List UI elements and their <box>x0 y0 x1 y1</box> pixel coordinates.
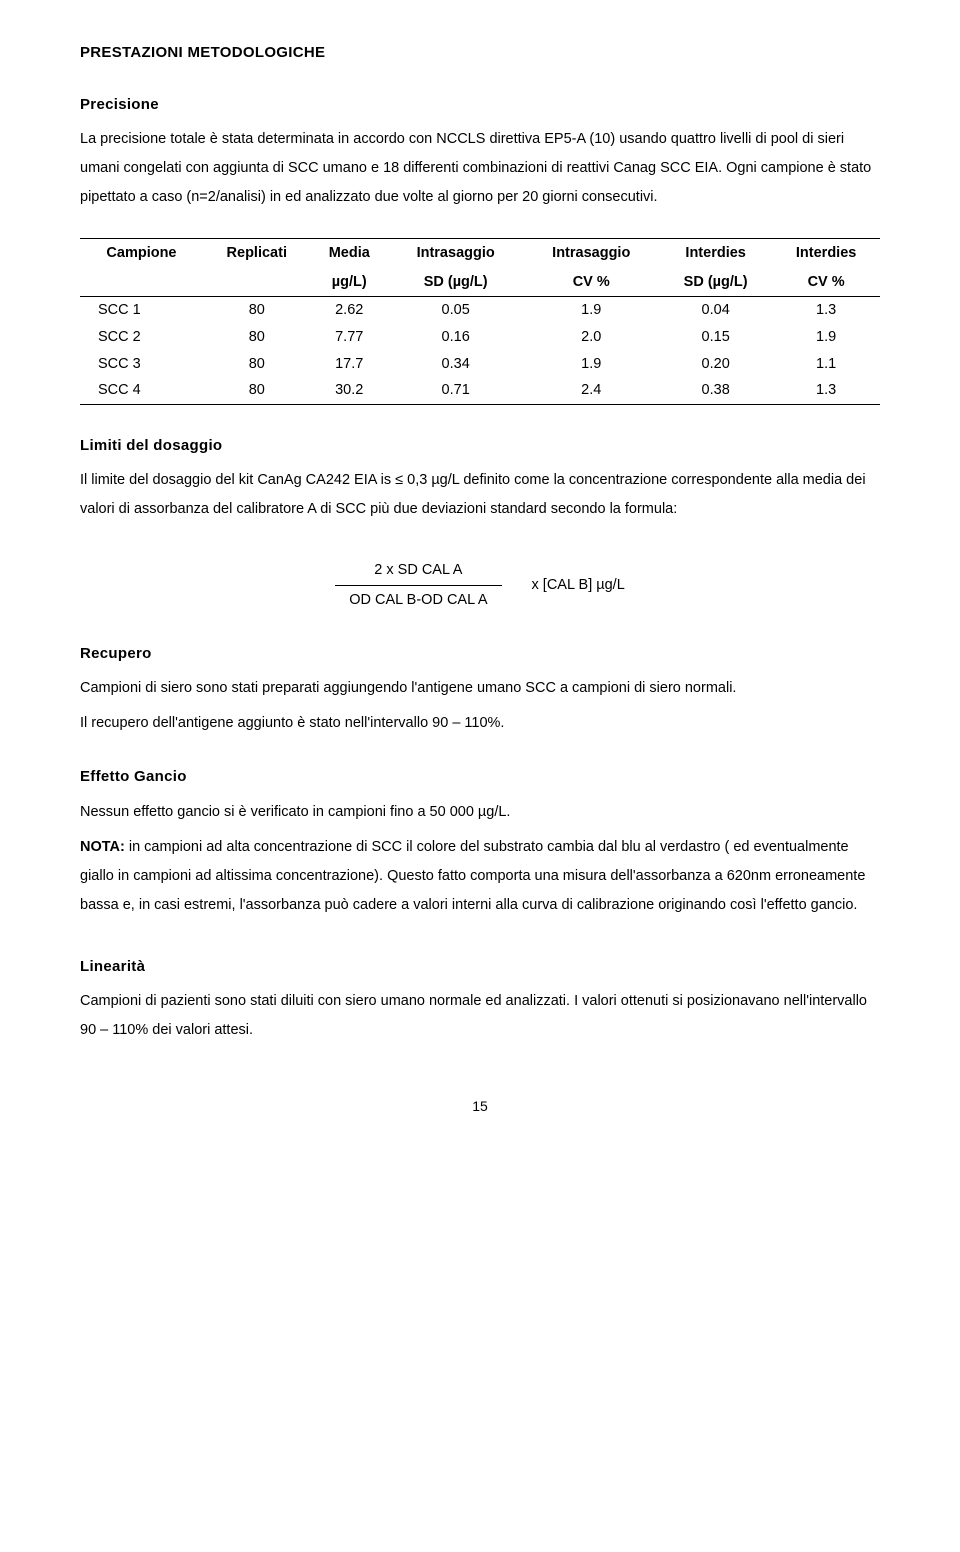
nota-label: NOTA: <box>80 839 125 855</box>
heading-gancio: Effetto Gancio <box>80 764 880 790</box>
cell: 80 <box>203 297 311 324</box>
para-recupero-2: Il recupero dell'antigene aggiunto è sta… <box>80 709 880 738</box>
col-header: SD (µg/L) <box>659 268 772 297</box>
cell: 2.0 <box>523 324 659 351</box>
cell: 0.04 <box>659 297 772 324</box>
cell: SCC 3 <box>80 351 203 378</box>
cell: 0.15 <box>659 324 772 351</box>
heading-precisione: Precisione <box>80 92 880 118</box>
para-limiti: Il limite del dosaggio del kit CanAg CA2… <box>80 466 880 524</box>
col-header <box>80 268 203 297</box>
nota-text: in campioni ad alta concentrazione di SC… <box>80 839 865 913</box>
cell: 2.4 <box>523 377 659 404</box>
cell: SCC 2 <box>80 324 203 351</box>
col-header: Replicati <box>203 239 311 268</box>
cell: 1.9 <box>772 324 880 351</box>
cell: 0.34 <box>388 351 524 378</box>
para-linearita: Campioni di pazienti sono stati diluiti … <box>80 987 880 1045</box>
precision-table: Campione Replicati Media Intrasaggio Int… <box>80 238 880 405</box>
table-header-row-1: Campione Replicati Media Intrasaggio Int… <box>80 239 880 268</box>
formula-fraction: 2 x SD CAL A OD CAL B-OD CAL A <box>335 558 501 612</box>
cell: 0.16 <box>388 324 524 351</box>
cell: SCC 4 <box>80 377 203 404</box>
cell: 0.71 <box>388 377 524 404</box>
formula-rhs: x [CAL B] µg/L <box>532 573 625 598</box>
cell: 0.38 <box>659 377 772 404</box>
para-gancio-nota: NOTA: in campioni ad alta concentrazione… <box>80 833 880 920</box>
col-header: Interdies <box>772 239 880 268</box>
col-header: Intrasaggio <box>388 239 524 268</box>
table-row: SCC 4 80 30.2 0.71 2.4 0.38 1.3 <box>80 377 880 404</box>
col-header: µg/L) <box>311 268 388 297</box>
cell: 1.1 <box>772 351 880 378</box>
table-row: SCC 3 80 17.7 0.34 1.9 0.20 1.1 <box>80 351 880 378</box>
formula: 2 x SD CAL A OD CAL B-OD CAL A x [CAL B]… <box>80 558 880 612</box>
cell: 80 <box>203 377 311 404</box>
col-header: Campione <box>80 239 203 268</box>
col-header: CV % <box>772 268 880 297</box>
formula-numerator: 2 x SD CAL A <box>360 558 476 585</box>
cell: 30.2 <box>311 377 388 404</box>
page-title: PRESTAZIONI METODOLOGICHE <box>80 40 880 66</box>
cell: 17.7 <box>311 351 388 378</box>
page-number: 15 <box>80 1095 880 1119</box>
heading-recupero: Recupero <box>80 641 880 667</box>
para-gancio-1: Nessun effetto gancio si è verificato in… <box>80 798 880 827</box>
table-row: SCC 2 80 7.77 0.16 2.0 0.15 1.9 <box>80 324 880 351</box>
cell: 1.3 <box>772 297 880 324</box>
cell: 80 <box>203 324 311 351</box>
cell: 2.62 <box>311 297 388 324</box>
col-header: SD (µg/L) <box>388 268 524 297</box>
cell: 1.9 <box>523 297 659 324</box>
cell: 0.20 <box>659 351 772 378</box>
cell: 80 <box>203 351 311 378</box>
heading-limiti: Limiti del dosaggio <box>80 433 880 459</box>
col-header: Interdies <box>659 239 772 268</box>
col-header <box>203 268 311 297</box>
col-header: CV % <box>523 268 659 297</box>
cell: SCC 1 <box>80 297 203 324</box>
formula-denominator: OD CAL B-OD CAL A <box>335 585 501 613</box>
table-row: SCC 1 80 2.62 0.05 1.9 0.04 1.3 <box>80 297 880 324</box>
heading-linearita: Linearità <box>80 954 880 980</box>
cell: 7.77 <box>311 324 388 351</box>
col-header: Media <box>311 239 388 268</box>
cell: 0.05 <box>388 297 524 324</box>
cell: 1.3 <box>772 377 880 404</box>
para-recupero-1: Campioni di siero sono stati preparati a… <box>80 674 880 703</box>
cell: 1.9 <box>523 351 659 378</box>
col-header: Intrasaggio <box>523 239 659 268</box>
para-precisione: La precisione totale è stata determinata… <box>80 125 880 212</box>
table-header-row-2: µg/L) SD (µg/L) CV % SD (µg/L) CV % <box>80 268 880 297</box>
